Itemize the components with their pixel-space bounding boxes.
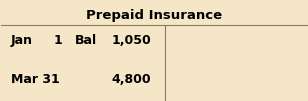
Text: 1: 1 xyxy=(53,34,62,47)
Text: Prepaid Insurance: Prepaid Insurance xyxy=(86,9,222,22)
Text: Jan: Jan xyxy=(10,34,33,47)
Text: Bal: Bal xyxy=(75,34,97,47)
Text: 4,800: 4,800 xyxy=(111,73,151,86)
Text: 1,050: 1,050 xyxy=(111,34,151,47)
Text: Mar 31: Mar 31 xyxy=(10,73,59,86)
